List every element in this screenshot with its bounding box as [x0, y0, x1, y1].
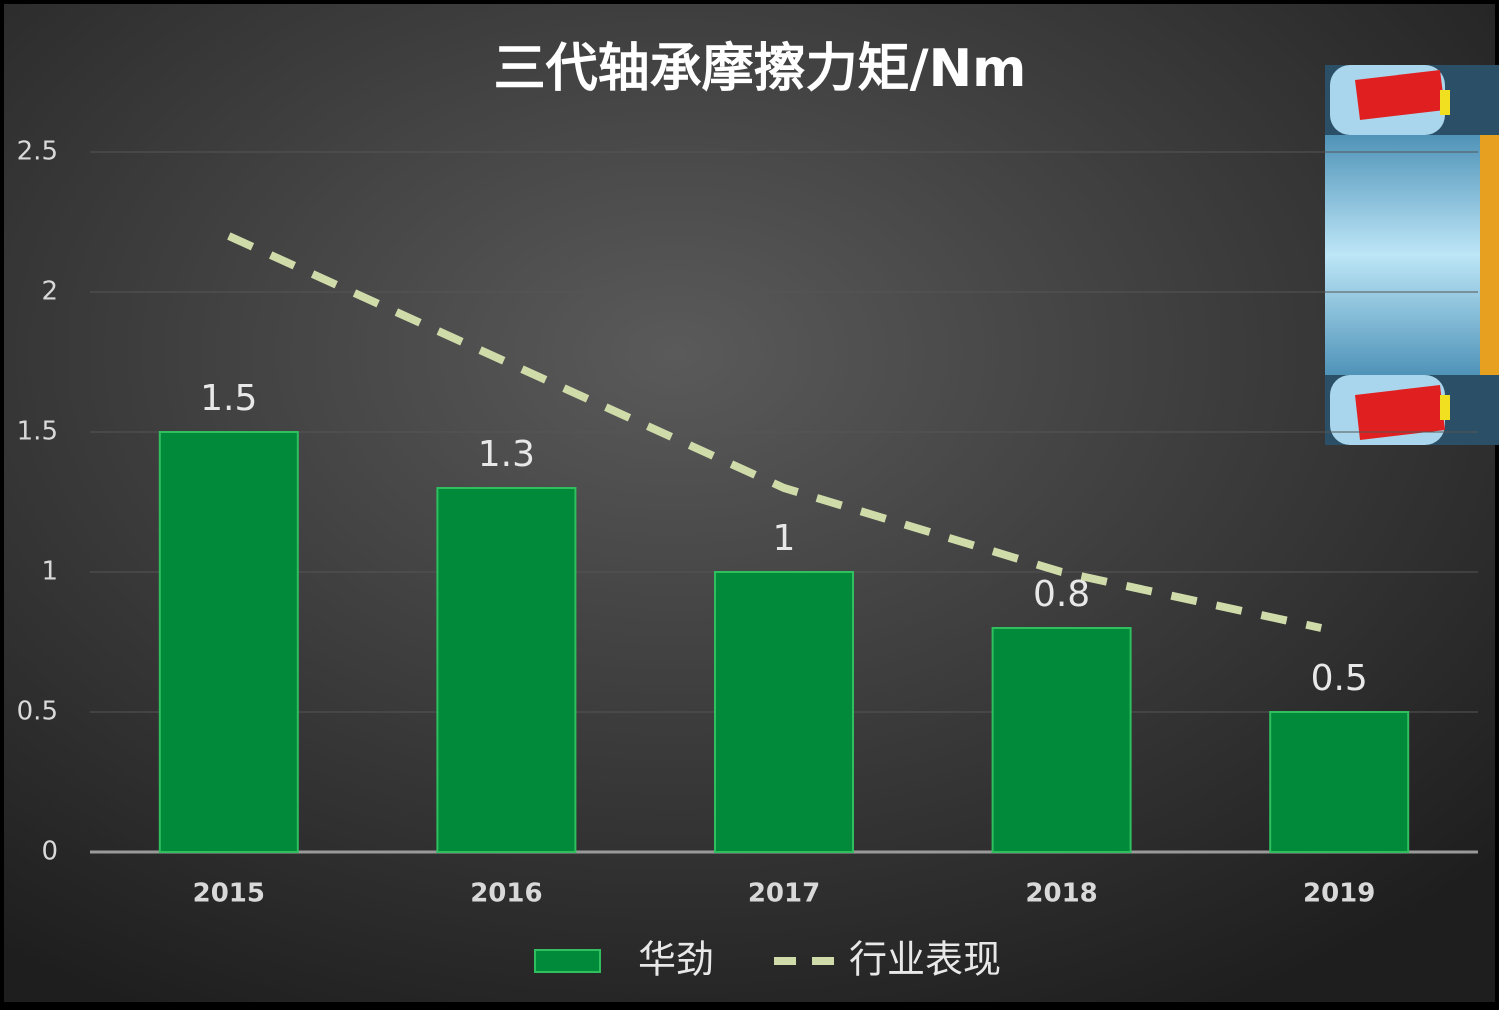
x-tick-label: 2017 [748, 879, 820, 909]
y-tick-label: 2.5 [17, 137, 58, 167]
legend-label: 行业表现 [849, 938, 1001, 982]
legend-label: 华劲 [638, 938, 714, 982]
x-tick-label: 2019 [1303, 879, 1375, 909]
chart: 三代轴承摩擦力矩/Nm 0 0.5 1 1.5 2 2.5 2015 2016 2017 2018… [0, 0, 1499, 1006]
x-tick-label: 2018 [1025, 879, 1097, 909]
bar [160, 432, 298, 852]
data-label: 1 [773, 518, 796, 559]
bar [1270, 712, 1408, 852]
page: {"chart_data": {"type": "bar", "title": … [0, 0, 1499, 1006]
y-tick-label: 0 [41, 837, 58, 867]
bearing-illustration [1325, 65, 1499, 445]
y-tick-label: 2 [41, 277, 58, 307]
chart-title: 三代轴承摩擦力矩/Nm [494, 39, 1027, 99]
y-tick-label: 1 [41, 557, 58, 587]
data-label: 1.5 [200, 378, 257, 419]
bar [993, 628, 1131, 852]
data-label: 1.3 [478, 434, 535, 475]
y-tick-label: 1.5 [17, 417, 58, 447]
data-label: 0.5 [1311, 658, 1368, 699]
x-tick-label: 2016 [470, 879, 542, 909]
bar [715, 572, 853, 852]
bar [437, 488, 575, 852]
y-tick-label: 0.5 [17, 697, 58, 727]
x-tick-label: 2015 [193, 879, 265, 909]
legend-swatch [535, 950, 600, 972]
